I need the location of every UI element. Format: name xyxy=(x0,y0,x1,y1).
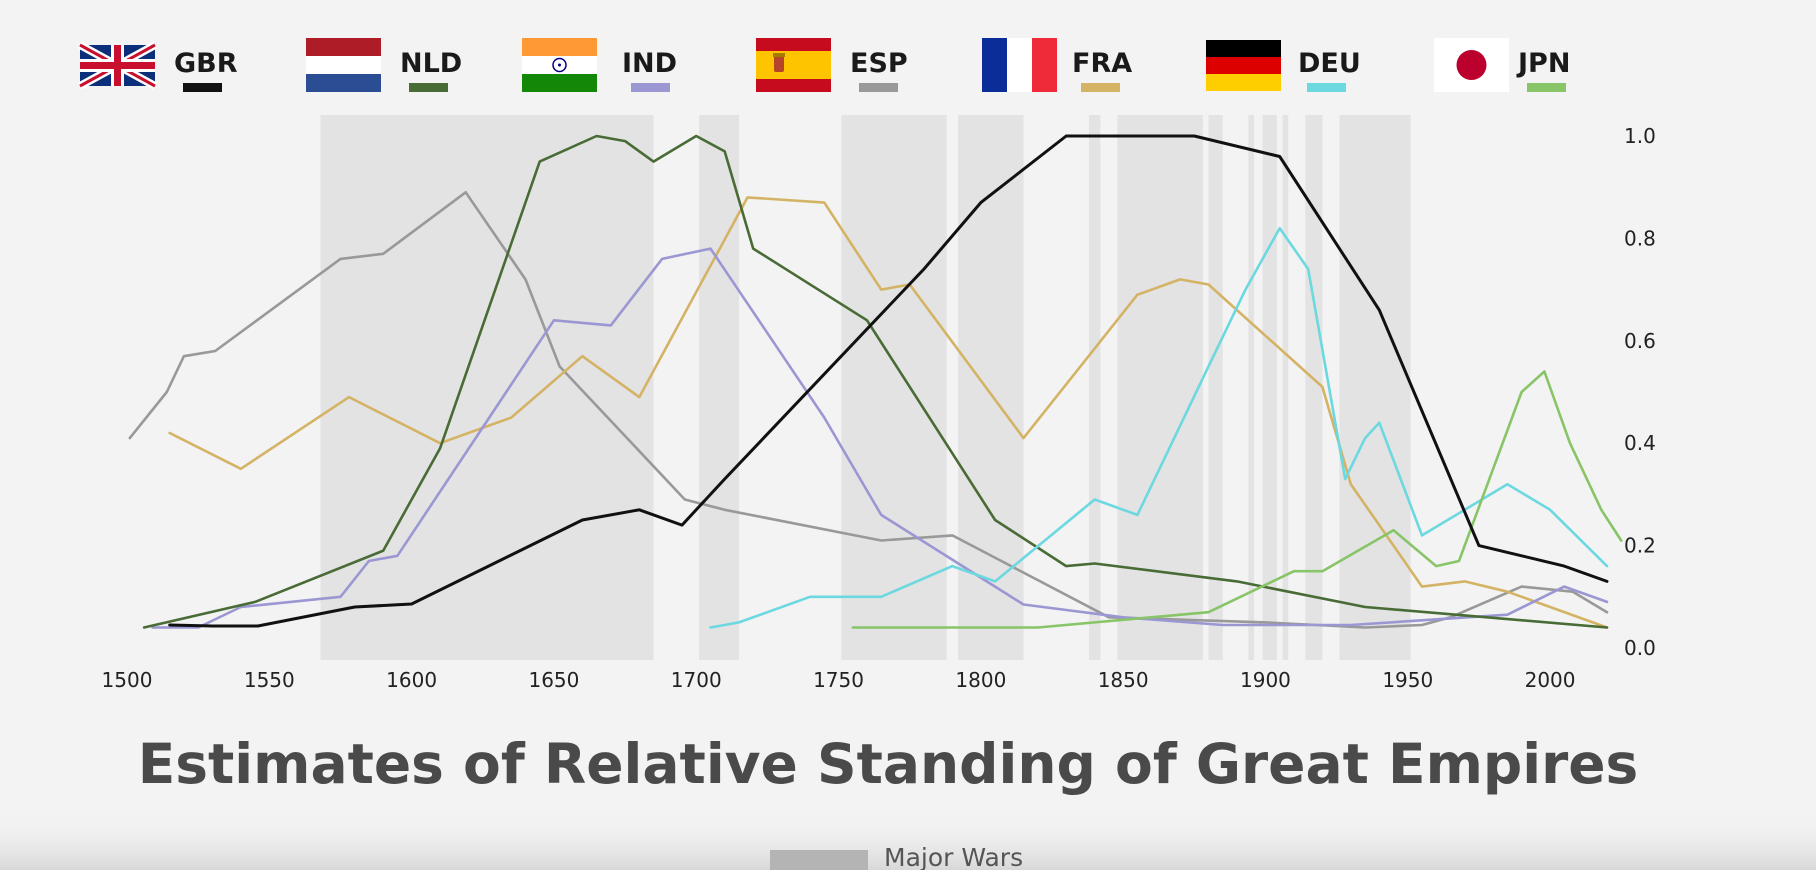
legend-label-esp: ESP xyxy=(850,48,908,79)
war-band-10 xyxy=(1305,115,1323,660)
x-tick-2000: 2000 xyxy=(1525,668,1576,692)
x-tick-1550: 1550 xyxy=(244,668,295,692)
bottom-fade xyxy=(0,810,1816,870)
y-tick-1.0: 1.0 xyxy=(1624,124,1656,148)
series-line-nld xyxy=(142,134,1609,629)
ind-flag-icon xyxy=(522,38,597,92)
jpn-flag-icon xyxy=(1434,38,1509,92)
legend-swatch-fra xyxy=(1081,83,1120,92)
y-tick-0.0: 0.0 xyxy=(1624,636,1656,660)
war-band-0 xyxy=(320,115,654,660)
x-tick-1500: 1500 xyxy=(102,668,153,692)
war-band-2 xyxy=(841,115,947,660)
legend-label-jpn: JPN xyxy=(1516,48,1570,79)
legend-label-gbr: GBR xyxy=(174,48,238,79)
war-band-4 xyxy=(1089,115,1101,660)
major-wars-legend-label: Major Wars xyxy=(884,843,1023,870)
war-band-11 xyxy=(1339,115,1411,660)
fra-flag-icon xyxy=(982,38,1057,92)
legend-swatch-gbr xyxy=(183,83,222,92)
legend-swatch-ind xyxy=(631,83,670,92)
y-tick-0.4: 0.4 xyxy=(1624,431,1656,455)
deu-flag-icon xyxy=(1206,40,1281,91)
war-band-6 xyxy=(1208,115,1223,660)
series-line-jpn xyxy=(851,370,1623,629)
legend: GBR NLD IND ESP FRA DEU JPN xyxy=(78,38,1570,92)
series-line-fra xyxy=(168,196,1609,629)
x-tick-1600: 1600 xyxy=(386,668,437,692)
y-axis-ticks: 0.0 0.2 0.4 0.6 0.8 1.0 xyxy=(1624,124,1656,660)
x-tick-1800: 1800 xyxy=(955,668,1006,692)
war-band-7 xyxy=(1248,115,1255,660)
series-line-ind xyxy=(151,247,1609,629)
gbr-flag-icon xyxy=(78,41,157,90)
war-band-3 xyxy=(958,115,1024,660)
chart-title: Estimates of Relative Standing of Great … xyxy=(138,732,1639,796)
war-band-1 xyxy=(699,115,739,660)
war-band-8 xyxy=(1262,115,1277,660)
x-tick-1900: 1900 xyxy=(1240,668,1291,692)
nld-flag-icon xyxy=(306,38,381,92)
major-wars-legend-swatch xyxy=(770,850,868,870)
y-tick-0.8: 0.8 xyxy=(1624,226,1656,250)
war-band-5 xyxy=(1117,115,1203,660)
series-lines xyxy=(128,134,1623,629)
major-wars-bands xyxy=(320,115,1411,660)
series-line-deu xyxy=(709,226,1609,629)
legend-label-ind: IND xyxy=(622,48,677,79)
x-tick-1650: 1650 xyxy=(528,668,579,692)
legend-label-nld: NLD xyxy=(400,48,462,79)
series-line-gbr xyxy=(168,134,1609,628)
legend-swatch-nld xyxy=(409,83,448,92)
legend-swatch-esp xyxy=(859,83,898,92)
esp-flag-icon xyxy=(756,38,831,92)
x-tick-1950: 1950 xyxy=(1382,668,1433,692)
x-tick-1750: 1750 xyxy=(813,668,864,692)
x-tick-1850: 1850 xyxy=(1098,668,1149,692)
legend-swatch-deu xyxy=(1307,83,1346,92)
y-tick-0.6: 0.6 xyxy=(1624,329,1656,353)
legend-label-fra: FRA xyxy=(1072,48,1132,79)
legend-label-deu: DEU xyxy=(1298,48,1361,79)
legend-swatch-jpn xyxy=(1527,83,1566,92)
war-band-9 xyxy=(1282,115,1289,660)
y-tick-0.2: 0.2 xyxy=(1624,534,1656,558)
x-tick-1700: 1700 xyxy=(671,668,722,692)
x-axis-ticks: 1500 1550 1600 1650 1700 1750 1800 1850 1900 1950… xyxy=(102,668,1576,692)
